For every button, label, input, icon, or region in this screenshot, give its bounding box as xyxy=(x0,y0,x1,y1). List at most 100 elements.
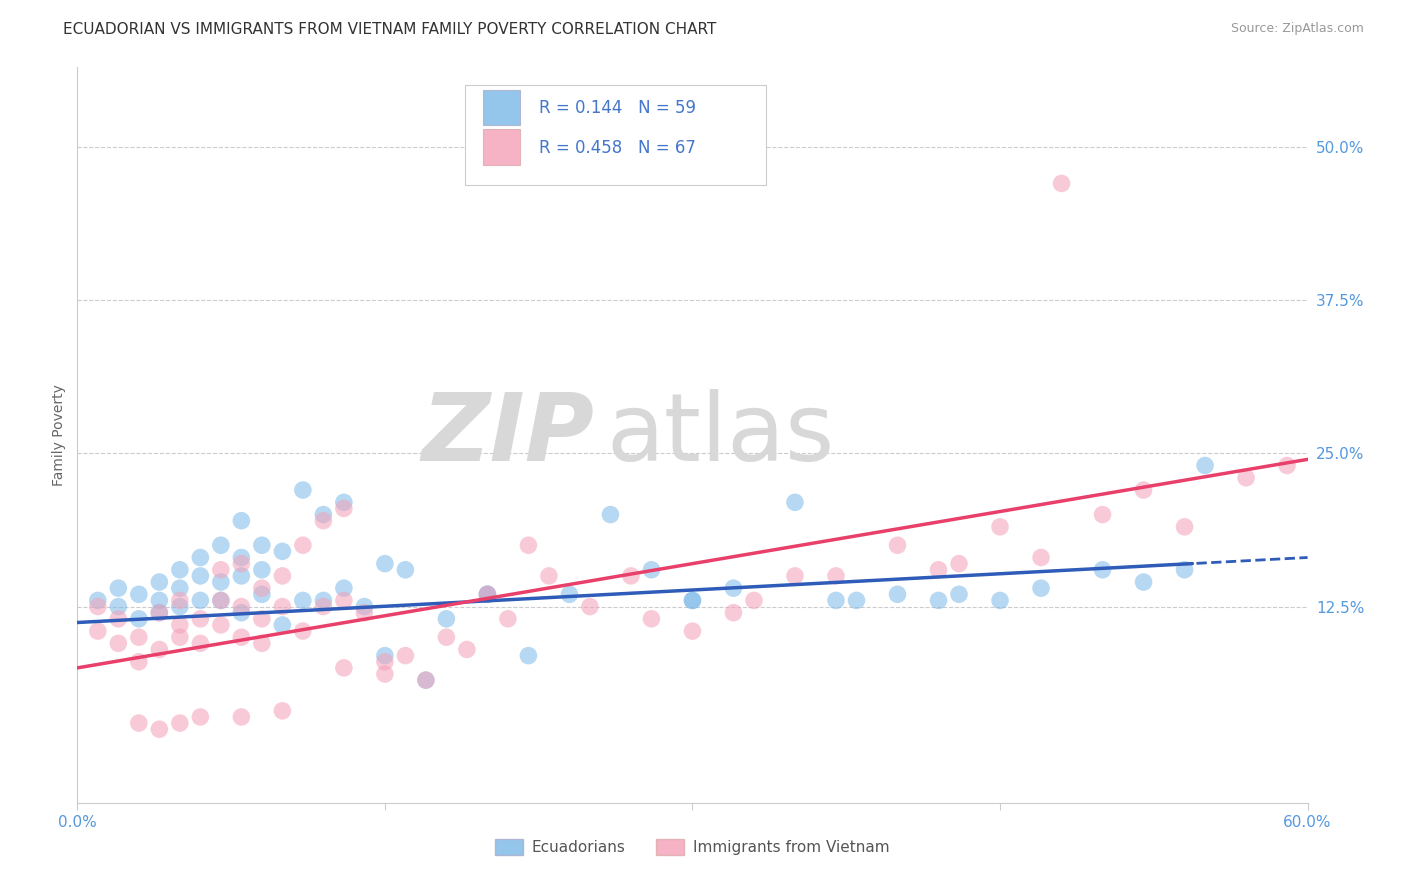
Point xyxy=(948,587,970,601)
Point xyxy=(783,569,806,583)
Point xyxy=(169,716,191,731)
Point xyxy=(1091,508,1114,522)
Point xyxy=(250,612,273,626)
Point xyxy=(169,599,191,614)
Point xyxy=(250,563,273,577)
Point xyxy=(333,593,356,607)
Point xyxy=(1050,177,1073,191)
Point xyxy=(128,587,150,601)
Point xyxy=(825,593,848,607)
FancyBboxPatch shape xyxy=(484,90,520,125)
Legend: Ecuadorians, Immigrants from Vietnam: Ecuadorians, Immigrants from Vietnam xyxy=(489,833,896,862)
Point xyxy=(640,612,662,626)
Point xyxy=(723,606,745,620)
Point xyxy=(231,550,253,565)
Point xyxy=(886,538,908,552)
Point xyxy=(271,618,294,632)
Point xyxy=(537,569,560,583)
Point xyxy=(477,587,499,601)
Point xyxy=(169,630,191,644)
Text: atlas: atlas xyxy=(606,389,835,481)
Point xyxy=(148,606,170,620)
Point xyxy=(374,655,396,669)
Point xyxy=(1194,458,1216,473)
Point xyxy=(231,710,253,724)
Point xyxy=(128,655,150,669)
Point xyxy=(148,723,170,737)
Point xyxy=(250,587,273,601)
Point xyxy=(128,716,150,731)
Point xyxy=(742,593,765,607)
Point xyxy=(250,538,273,552)
Point xyxy=(783,495,806,509)
Y-axis label: Family Poverty: Family Poverty xyxy=(52,384,66,486)
Point xyxy=(169,618,191,632)
Point xyxy=(845,593,868,607)
Point xyxy=(1132,483,1154,497)
Point xyxy=(1234,471,1257,485)
Point xyxy=(291,624,314,639)
Point xyxy=(312,593,335,607)
Point xyxy=(517,648,540,663)
Point xyxy=(209,618,232,632)
Point xyxy=(1029,581,1052,595)
Point xyxy=(312,514,335,528)
Text: ECUADORIAN VS IMMIGRANTS FROM VIETNAM FAMILY POVERTY CORRELATION CHART: ECUADORIAN VS IMMIGRANTS FROM VIETNAM FA… xyxy=(63,22,717,37)
Point xyxy=(312,508,335,522)
Point xyxy=(333,501,356,516)
Text: Source: ZipAtlas.com: Source: ZipAtlas.com xyxy=(1230,22,1364,36)
FancyBboxPatch shape xyxy=(484,129,520,165)
Point xyxy=(415,673,437,687)
Point xyxy=(394,648,416,663)
Point xyxy=(231,606,253,620)
Point xyxy=(188,550,212,565)
Point xyxy=(496,612,519,626)
Point xyxy=(415,673,437,687)
Point xyxy=(374,667,396,681)
Point xyxy=(682,593,704,607)
Point xyxy=(271,569,294,583)
Point xyxy=(477,587,499,601)
Point xyxy=(723,581,745,595)
Point xyxy=(169,563,191,577)
Point xyxy=(271,544,294,558)
Point xyxy=(148,642,170,657)
Point xyxy=(169,581,191,595)
Point xyxy=(291,538,314,552)
Point xyxy=(456,642,478,657)
Point xyxy=(928,563,950,577)
Point xyxy=(231,557,253,571)
Point xyxy=(477,587,499,601)
Point xyxy=(231,630,253,644)
Point xyxy=(436,612,458,626)
Point xyxy=(312,599,335,614)
Point xyxy=(169,593,191,607)
Point xyxy=(209,538,232,552)
Point xyxy=(1029,550,1052,565)
Point xyxy=(353,599,375,614)
Point xyxy=(988,520,1011,534)
Point xyxy=(250,636,273,650)
Point xyxy=(107,636,129,650)
Text: ZIP: ZIP xyxy=(422,389,595,481)
Point xyxy=(209,593,232,607)
Point xyxy=(209,574,232,589)
Point xyxy=(231,569,253,583)
Point xyxy=(87,599,110,614)
Point xyxy=(558,587,581,601)
Point xyxy=(620,569,643,583)
Point xyxy=(886,587,908,601)
Point xyxy=(682,593,704,607)
Point xyxy=(188,593,212,607)
Point xyxy=(353,606,375,620)
Point xyxy=(579,599,602,614)
Text: R = 0.144   N = 59: R = 0.144 N = 59 xyxy=(538,99,696,117)
Point xyxy=(1174,563,1197,577)
Point xyxy=(107,612,129,626)
Point xyxy=(291,593,314,607)
Point xyxy=(333,581,356,595)
Point xyxy=(1091,563,1114,577)
Point xyxy=(231,514,253,528)
Point xyxy=(682,624,704,639)
Point xyxy=(250,581,273,595)
